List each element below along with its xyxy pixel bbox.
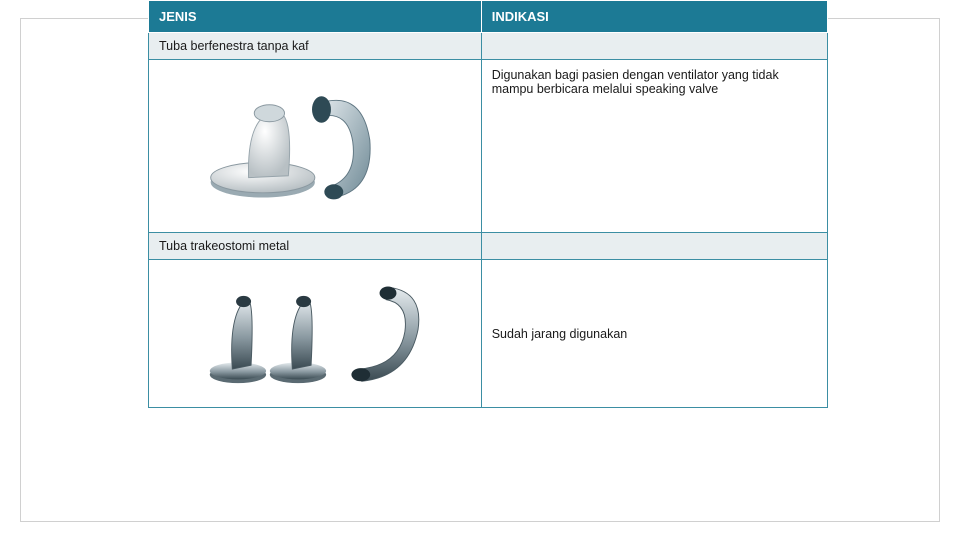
cell-indikasi-text: Digunakan bagi pasien dengan ventilator … [481,60,827,233]
table-row: Sudah jarang digunakan [149,260,828,408]
table-row: Tuba berfenestra tanpa kaf [149,33,828,60]
tube-types-table-wrap: JENIS INDIKASI Tuba berfenestra tanpa ka… [148,0,828,408]
cell-image-metal [149,260,482,408]
table-row: Tuba trakeostomi metal [149,233,828,260]
cell-jenis-label: Tuba berfenestra tanpa kaf [149,33,482,60]
cell-image-fenestrated [149,60,482,233]
fenestrated-tube-icon [153,64,477,225]
table-header-row: JENIS INDIKASI [149,1,828,33]
tube-types-table: JENIS INDIKASI Tuba berfenestra tanpa ka… [148,0,828,408]
cell-indikasi-empty [481,33,827,60]
cell-jenis-label: Tuba trakeostomi metal [149,233,482,260]
metal-tube-icon [153,264,477,400]
cell-indikasi-empty [481,233,827,260]
col-header-jenis: JENIS [149,1,482,33]
cell-indikasi-text: Sudah jarang digunakan [481,260,827,408]
col-header-indikasi: INDIKASI [481,1,827,33]
table-row: Digunakan bagi pasien dengan ventilator … [149,60,828,233]
